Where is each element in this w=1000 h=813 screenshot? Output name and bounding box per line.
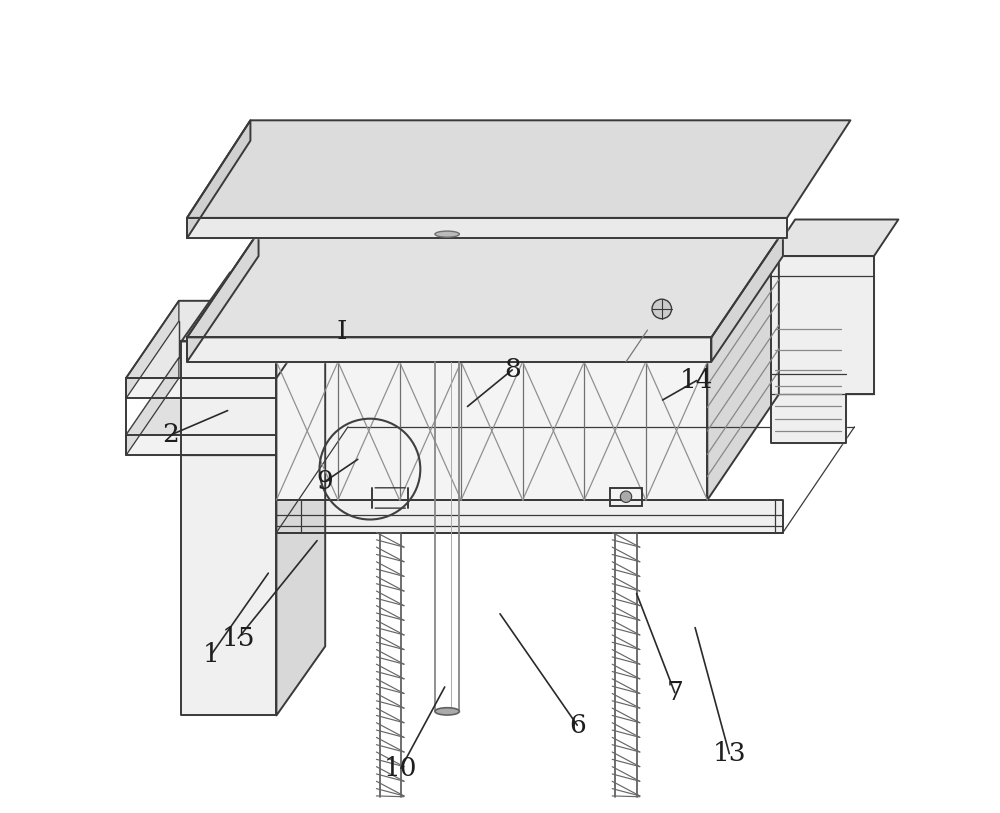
Ellipse shape <box>435 231 459 237</box>
Polygon shape <box>126 301 179 398</box>
Text: I: I <box>336 320 347 344</box>
Polygon shape <box>276 500 783 533</box>
Text: 7: 7 <box>666 680 683 705</box>
Circle shape <box>652 299 672 319</box>
Text: 9: 9 <box>317 469 334 493</box>
Polygon shape <box>187 232 259 362</box>
Polygon shape <box>181 272 325 341</box>
Polygon shape <box>126 435 276 455</box>
Polygon shape <box>126 358 329 435</box>
Polygon shape <box>187 232 783 337</box>
Polygon shape <box>187 120 250 238</box>
Polygon shape <box>276 256 779 362</box>
Polygon shape <box>187 218 787 238</box>
Polygon shape <box>187 337 711 362</box>
Polygon shape <box>771 256 874 443</box>
Text: 1: 1 <box>203 642 220 667</box>
Polygon shape <box>187 120 850 218</box>
Polygon shape <box>126 378 276 398</box>
Text: 13: 13 <box>712 741 746 766</box>
Ellipse shape <box>435 707 459 715</box>
Polygon shape <box>126 301 329 378</box>
Polygon shape <box>126 358 179 455</box>
Polygon shape <box>276 362 707 500</box>
Text: 6: 6 <box>569 713 586 737</box>
Polygon shape <box>711 232 783 362</box>
Polygon shape <box>771 220 898 256</box>
Polygon shape <box>181 341 276 715</box>
Text: 2: 2 <box>162 423 179 447</box>
Circle shape <box>620 491 632 502</box>
Polygon shape <box>276 272 325 715</box>
Text: 15: 15 <box>221 626 255 650</box>
Text: 10: 10 <box>384 756 418 780</box>
Text: 14: 14 <box>680 368 713 393</box>
Polygon shape <box>707 256 779 500</box>
Text: 8: 8 <box>504 358 521 382</box>
